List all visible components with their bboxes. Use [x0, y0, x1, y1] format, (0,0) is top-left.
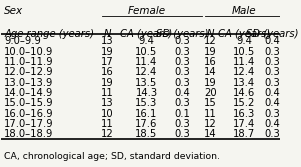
- Text: 18.7: 18.7: [233, 129, 255, 139]
- Text: 19: 19: [101, 47, 114, 57]
- Text: 0.3: 0.3: [175, 36, 191, 46]
- Text: 11.4: 11.4: [233, 57, 255, 67]
- Text: 9.4: 9.4: [236, 36, 252, 46]
- Text: SD (years): SD (years): [157, 29, 209, 39]
- Text: 9.0–9.9: 9.0–9.9: [4, 36, 41, 46]
- Text: 0.3: 0.3: [264, 129, 280, 139]
- Text: Age range (years): Age range (years): [4, 29, 94, 39]
- Text: 10.5: 10.5: [135, 47, 158, 57]
- Text: 13: 13: [101, 36, 114, 46]
- Text: 14.3: 14.3: [135, 88, 157, 98]
- Text: 12: 12: [204, 36, 217, 46]
- Text: 0.4: 0.4: [264, 119, 280, 129]
- Text: 10.0–10.9: 10.0–10.9: [4, 47, 54, 57]
- Text: 11: 11: [101, 119, 114, 129]
- Text: 0.3: 0.3: [175, 47, 191, 57]
- Text: 11.0–11.9: 11.0–11.9: [4, 57, 54, 67]
- Text: 15.2: 15.2: [233, 98, 255, 108]
- Text: N: N: [207, 29, 214, 39]
- Text: 13.5: 13.5: [135, 78, 158, 88]
- Text: 15: 15: [204, 98, 217, 108]
- Text: 0.4: 0.4: [264, 88, 280, 98]
- Text: 10.5: 10.5: [233, 47, 255, 57]
- Text: 0.1: 0.1: [175, 109, 191, 119]
- Text: 10: 10: [101, 109, 114, 119]
- Text: 0.3: 0.3: [264, 78, 280, 88]
- Text: Female: Female: [127, 6, 166, 16]
- Text: 19: 19: [101, 78, 114, 88]
- Text: 0.3: 0.3: [175, 57, 191, 67]
- Text: 0.4: 0.4: [175, 88, 191, 98]
- Text: 16.0–16.9: 16.0–16.9: [4, 109, 54, 119]
- Text: 19: 19: [204, 78, 217, 88]
- Text: 0.3: 0.3: [264, 57, 280, 67]
- Text: 17: 17: [101, 57, 114, 67]
- Text: 12: 12: [101, 129, 114, 139]
- Text: 14.0–14.9: 14.0–14.9: [4, 88, 54, 98]
- Text: 14: 14: [204, 67, 217, 77]
- Text: 13.4: 13.4: [233, 78, 255, 88]
- Text: Male: Male: [232, 6, 256, 16]
- Text: 0.3: 0.3: [175, 67, 191, 77]
- Text: 9.4: 9.4: [138, 36, 154, 46]
- Text: 0.3: 0.3: [175, 78, 191, 88]
- Text: 12.4: 12.4: [233, 67, 255, 77]
- Text: 0.3: 0.3: [264, 47, 280, 57]
- Text: 0.3: 0.3: [175, 119, 191, 129]
- Text: 20: 20: [204, 88, 217, 98]
- Text: 19: 19: [204, 47, 217, 57]
- Text: 16.1: 16.1: [135, 109, 158, 119]
- Text: 17.6: 17.6: [135, 119, 158, 129]
- Text: 16: 16: [204, 57, 217, 67]
- Text: 15.0–15.9: 15.0–15.9: [4, 98, 54, 108]
- Text: 18.5: 18.5: [135, 129, 158, 139]
- Text: 16: 16: [101, 67, 114, 77]
- Text: Sex: Sex: [4, 6, 23, 16]
- Text: 0.4: 0.4: [264, 36, 280, 46]
- Text: 11: 11: [101, 88, 114, 98]
- Text: 17.0–17.9: 17.0–17.9: [4, 119, 54, 129]
- Text: CA, chronological age; SD, standard deviation.: CA, chronological age; SD, standard devi…: [4, 152, 220, 161]
- Text: N: N: [104, 29, 111, 39]
- Text: 0.3: 0.3: [264, 109, 280, 119]
- Text: SD (years): SD (years): [246, 29, 298, 39]
- Text: 13.0–13.9: 13.0–13.9: [4, 78, 54, 88]
- Text: 16.3: 16.3: [233, 109, 255, 119]
- Text: 0.4: 0.4: [264, 98, 280, 108]
- Text: 0.3: 0.3: [175, 98, 191, 108]
- Text: 11.4: 11.4: [135, 57, 158, 67]
- Text: 14: 14: [204, 129, 217, 139]
- Text: 0.3: 0.3: [264, 67, 280, 77]
- Text: 17.4: 17.4: [233, 119, 255, 129]
- Text: 12: 12: [204, 119, 217, 129]
- Text: 12.0–12.9: 12.0–12.9: [4, 67, 54, 77]
- Text: CA (years): CA (years): [120, 29, 172, 39]
- Text: 11: 11: [204, 109, 217, 119]
- Text: 12.4: 12.4: [135, 67, 158, 77]
- Text: 18.0–18.9: 18.0–18.9: [4, 129, 54, 139]
- Text: 13: 13: [101, 98, 114, 108]
- Text: 0.3: 0.3: [175, 129, 191, 139]
- Text: 15.3: 15.3: [135, 98, 158, 108]
- Text: CA (years): CA (years): [218, 29, 270, 39]
- Text: 14.6: 14.6: [233, 88, 255, 98]
